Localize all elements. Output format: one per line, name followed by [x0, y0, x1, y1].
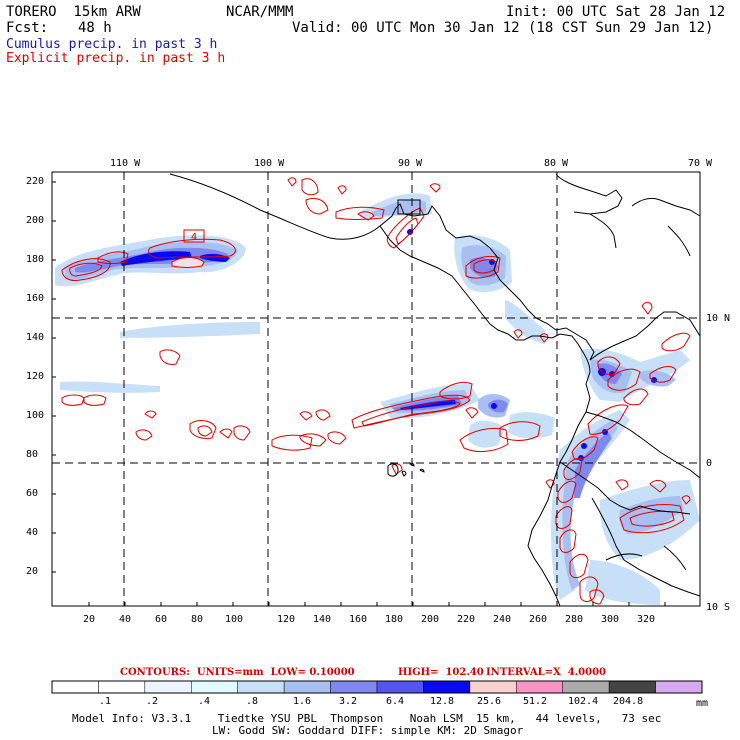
- contour-units: CONTOURS: UNITS=mm LOW= 0.10000: [120, 667, 355, 678]
- x-tick: 80: [191, 614, 204, 625]
- model-info: Model Info: V3.3.1 Tiedtke YSU PBL Thomp…: [72, 712, 662, 725]
- x-tick: 160: [349, 614, 368, 625]
- lat-lon-grid: [52, 172, 700, 606]
- lon-label-100w: 100 W: [254, 158, 285, 169]
- y-tick: 20: [26, 566, 39, 577]
- y-tick: 120: [26, 371, 45, 382]
- init-time: Init: 00 UTC Sat 28 Jan 12: [506, 4, 726, 20]
- lon-label-110w: 110 W: [110, 158, 141, 169]
- lat-label-0: 0: [706, 458, 713, 469]
- y-tick: 220: [26, 176, 45, 187]
- box-label: 4: [191, 232, 197, 243]
- colorbar-cell: [144, 680, 192, 694]
- coastlines: [169, 173, 701, 607]
- lon-label-70w: 70 W: [688, 158, 713, 169]
- x-tick: 280: [565, 614, 584, 625]
- y-tick: 200: [26, 215, 45, 226]
- explicit-legend: Explicit precip. in past 3 h: [6, 51, 226, 66]
- x-tick: 140: [313, 614, 332, 625]
- colorbar-cell: [608, 680, 656, 694]
- y-tick: 60: [26, 488, 39, 499]
- colorbar-cell: [423, 680, 471, 694]
- lat-label-10n: 10 N: [706, 313, 731, 324]
- colorbar-cell: [376, 680, 424, 694]
- model-title: TORERO 15km ARW: [6, 4, 141, 20]
- colorbar-label: .4: [198, 696, 211, 707]
- colorbar-label: 204.8: [613, 696, 644, 707]
- x-tick: 200: [421, 614, 440, 625]
- forecast-label: Fcst:: [6, 20, 49, 36]
- colorbar-label: 1.6: [293, 696, 312, 707]
- y-tick: 40: [26, 527, 39, 538]
- contour-interval: INTERVAL=X 4.0000: [486, 667, 606, 678]
- y-tick: 100: [26, 410, 45, 421]
- physics-info: LW: Godd SW: Goddard DIFF: simple KM: 2D…: [212, 724, 524, 737]
- x-tick: 100: [225, 614, 244, 625]
- x-tick: 60: [155, 614, 168, 625]
- colorbar-label: 51.2: [523, 696, 548, 707]
- colorbar-label: 6.4: [386, 696, 405, 707]
- x-tick: 180: [385, 614, 404, 625]
- x-tick-marks: [88, 602, 666, 606]
- colorbar-label: 12.8: [430, 696, 455, 707]
- colorbar-label: 3.2: [339, 696, 358, 707]
- x-tick: 40: [119, 614, 132, 625]
- colorbar-label: 102.4: [568, 696, 599, 707]
- x-tick: 260: [529, 614, 548, 625]
- x-tick: 300: [601, 614, 620, 625]
- y-tick: 180: [26, 254, 45, 265]
- colorbar-cell: [283, 680, 331, 694]
- lon-label-90w: 90 W: [398, 158, 423, 169]
- y-tick: 140: [26, 332, 45, 343]
- colorbar-cell: [51, 680, 99, 694]
- y-tick: 160: [26, 293, 45, 304]
- colorbar-label: 25.6: [477, 696, 502, 707]
- org-label: NCAR/MMM: [226, 4, 294, 20]
- colorbar-cell: [655, 680, 703, 694]
- forecast-hours: 48 h: [78, 20, 112, 36]
- explicit-precip-contours: [61, 177, 691, 605]
- colorbar-unit: mm: [696, 698, 709, 709]
- colorbar-label: .1: [99, 696, 112, 707]
- colorbar-cell: [98, 680, 146, 694]
- x-tick: 120: [277, 614, 296, 625]
- contour-high: HIGH= 102.40: [398, 667, 484, 678]
- colorbar-label: .8: [246, 696, 259, 707]
- colorbar-cell: [191, 680, 238, 694]
- y-tick-marks: [52, 181, 56, 573]
- x-tick: 240: [493, 614, 512, 625]
- y-tick: 80: [26, 449, 39, 460]
- x-tick: 20: [83, 614, 96, 625]
- colorbar-cell: [237, 680, 285, 694]
- valid-time: Valid: 00 UTC Mon 30 Jan 12 (18 CST Sun …: [292, 20, 714, 36]
- colorbar-cell: [330, 680, 378, 694]
- lon-label-80w: 80 W: [544, 158, 569, 169]
- colorbar-label: .2: [146, 696, 159, 707]
- x-tick: 220: [457, 614, 476, 625]
- map-frame: [51, 171, 701, 607]
- colorbar-cell: [562, 680, 610, 694]
- colorbar-cell: [469, 680, 517, 694]
- x-tick: 320: [637, 614, 656, 625]
- cumulus-legend: Cumulus precip. in past 3 h: [6, 37, 218, 52]
- lat-label-10s: 10 S: [706, 602, 731, 613]
- colorbar-cell: [516, 680, 563, 694]
